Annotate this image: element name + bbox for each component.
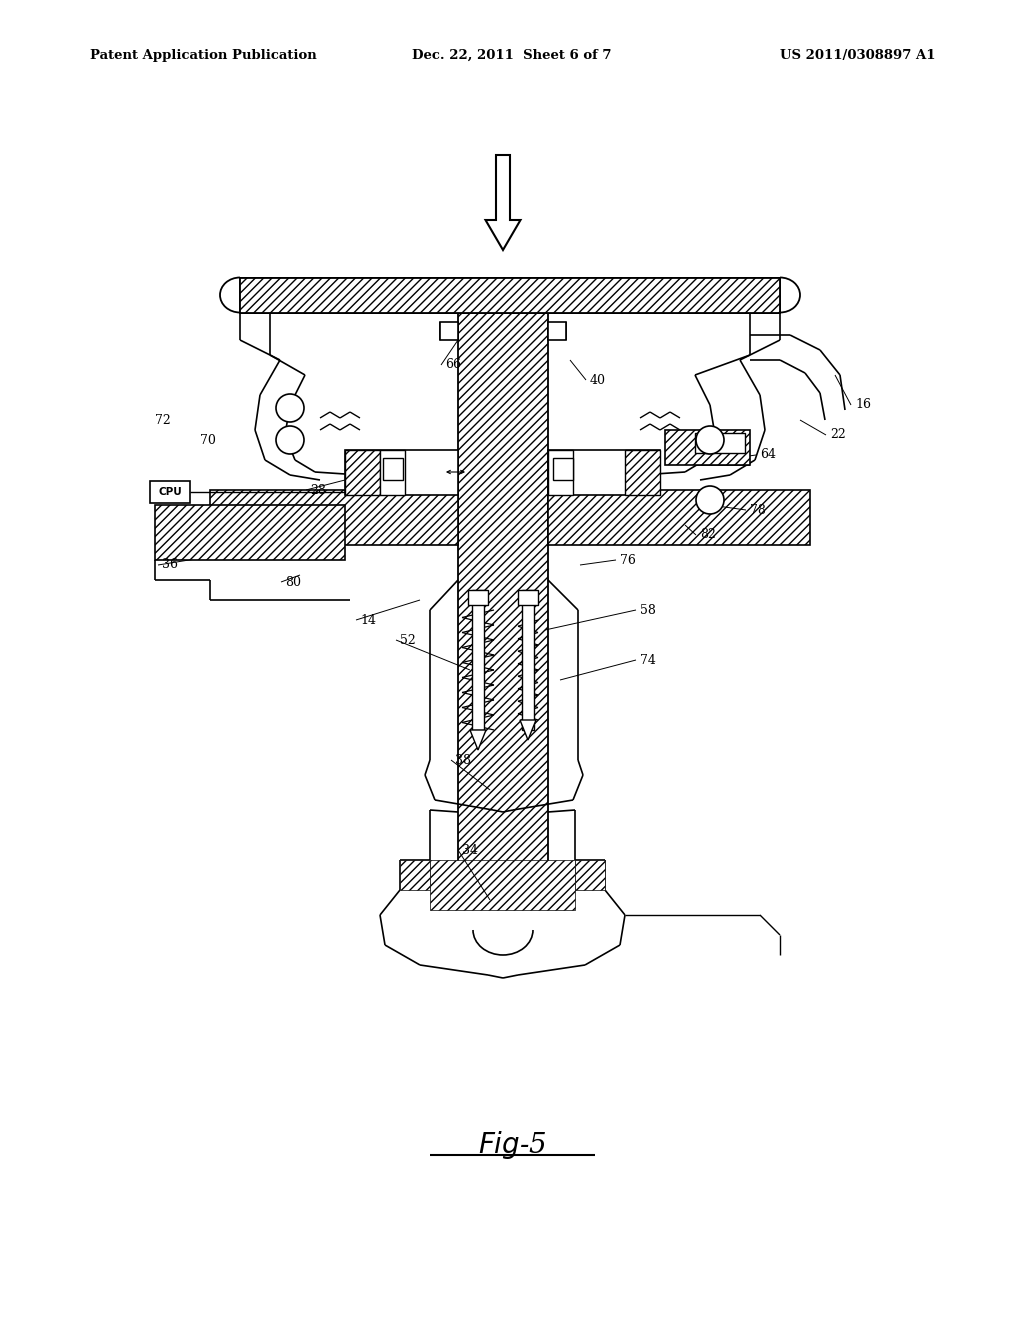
Text: US 2011/0308897 A1: US 2011/0308897 A1 (779, 49, 935, 62)
Bar (518, 590, 538, 605)
Bar (625, 450, 660, 495)
Text: 36: 36 (162, 558, 178, 572)
Bar (240, 279, 780, 313)
Text: Patent Application Publication: Patent Application Publication (90, 49, 316, 62)
Text: 76: 76 (620, 553, 636, 566)
Bar (472, 590, 484, 730)
Bar (220, 279, 800, 313)
Text: Dec. 22, 2011  Sheet 6 of 7: Dec. 22, 2011 Sheet 6 of 7 (413, 49, 611, 62)
Bar (210, 490, 458, 545)
Text: 80: 80 (285, 576, 301, 589)
Bar (548, 450, 573, 495)
Text: 34: 34 (462, 843, 478, 857)
Bar (383, 458, 403, 480)
Polygon shape (470, 730, 486, 750)
Bar (345, 450, 380, 495)
Bar (468, 590, 488, 605)
Bar (548, 322, 566, 341)
Text: 64: 64 (760, 449, 776, 462)
Bar (155, 506, 345, 560)
Text: 38: 38 (455, 754, 471, 767)
Bar (400, 861, 430, 890)
Text: 28: 28 (310, 483, 326, 496)
Text: 66: 66 (445, 359, 461, 371)
Bar (553, 458, 573, 480)
Bar (240, 279, 780, 313)
Text: 22: 22 (830, 429, 846, 441)
Bar (440, 322, 458, 341)
Text: 78: 78 (750, 503, 766, 516)
Text: 82: 82 (700, 528, 716, 541)
Text: 52: 52 (400, 634, 416, 647)
Polygon shape (485, 154, 520, 249)
Text: 74: 74 (640, 653, 656, 667)
Circle shape (696, 486, 724, 513)
Bar (695, 433, 745, 453)
Bar (548, 490, 810, 545)
Bar (575, 861, 605, 890)
Text: 58: 58 (640, 603, 656, 616)
Text: CPU: CPU (158, 487, 182, 498)
Polygon shape (520, 719, 536, 741)
Bar (458, 280, 548, 890)
Text: 14: 14 (360, 614, 376, 627)
Circle shape (276, 426, 304, 454)
Bar (380, 450, 406, 495)
Bar (522, 590, 534, 730)
Text: $\mathit{Fig}$-5: $\mathit{Fig}$-5 (477, 1129, 547, 1162)
Bar (150, 480, 190, 503)
Text: 70: 70 (200, 433, 216, 446)
Bar (430, 861, 575, 909)
Bar (345, 450, 458, 495)
Circle shape (696, 426, 724, 454)
Text: 40: 40 (590, 374, 606, 387)
Text: 72: 72 (155, 413, 171, 426)
Bar (665, 430, 750, 465)
Text: 16: 16 (855, 399, 871, 412)
Circle shape (276, 393, 304, 422)
Bar (548, 450, 660, 495)
